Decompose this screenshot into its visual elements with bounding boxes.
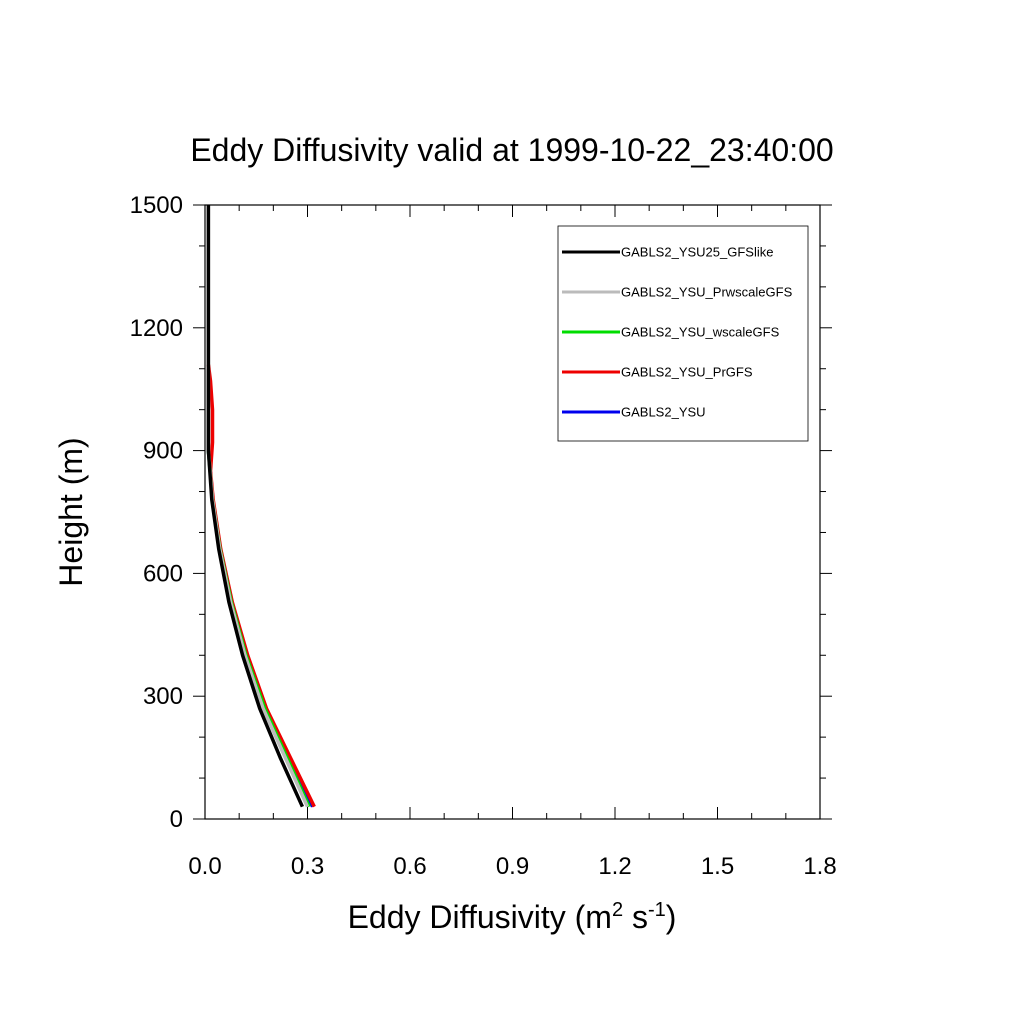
- y-axis-label: Height (m): [53, 437, 89, 586]
- x-axis-label: Eddy Diffusivity (m2 s-1): [348, 899, 677, 935]
- legend: GABLS2_YSU25_GFSlike GABLS2_YSU_PrwscaleG…: [557, 225, 809, 442]
- x-tick-label: 1.5: [701, 853, 734, 880]
- legend-label-gabls2-ysu25-gfslike: GABLS2_YSU25_GFSlike: [621, 245, 773, 260]
- legend-label-gabls2-ysu-prgfs: GABLS2_YSU_PrGFS: [621, 365, 753, 380]
- legend-items: GABLS2_YSU25_GFSlike GABLS2_YSU_PrwscaleG…: [562, 245, 793, 420]
- x-tick-label: 1.2: [598, 853, 631, 880]
- x-label-sup-2: -1: [648, 899, 666, 921]
- ticks-layer: 0.0 0.3 0.6 0.9 1.2 1.5 1.8 0 300 600 900 1200 1500: [130, 192, 837, 880]
- x-label-end: ): [666, 899, 677, 935]
- legend-label-gabls2-ysu-prwscalegfs: GABLS2_YSU_PrwscaleGFS: [621, 285, 793, 300]
- x-tick-label: 1.8: [803, 853, 836, 880]
- series-line-gabls2-ysu: [206, 450, 315, 808]
- chart-title: Eddy Diffusivity valid at 1999-10-22_23:…: [190, 132, 833, 168]
- x-tick-label: 0.6: [393, 853, 426, 880]
- x-tick-label: 0.9: [496, 853, 529, 880]
- series-line-gabls2-ysu-wscalegfs: [206, 450, 311, 808]
- x-tick-label: 0.0: [188, 853, 221, 880]
- legend-label-gabls2-ysu: GABLS2_YSU: [621, 405, 706, 420]
- y-tick-label: 1500: [130, 192, 183, 219]
- y-tick-label: 600: [143, 560, 183, 587]
- y-tick-label: 300: [143, 683, 183, 710]
- series-layer: [206, 205, 316, 808]
- series-line-gabls2-ysu-prwscalegfs: [206, 368, 310, 808]
- y-tick-label: 0: [170, 806, 183, 833]
- legend-label-gabls2-ysu-wscalegfs: GABLS2_YSU_wscaleGFS: [621, 325, 780, 340]
- x-label-sup-1: 2: [612, 899, 623, 921]
- x-label-base: Eddy Diffusivity (m: [348, 899, 612, 935]
- y-tick-label: 900: [143, 438, 183, 465]
- y-tick-label: 1200: [130, 315, 183, 342]
- x-label-mid: s: [623, 899, 648, 935]
- series-line-gabls2-ysu25-gfslike: [206, 205, 304, 808]
- x-tick-label: 0.3: [291, 853, 324, 880]
